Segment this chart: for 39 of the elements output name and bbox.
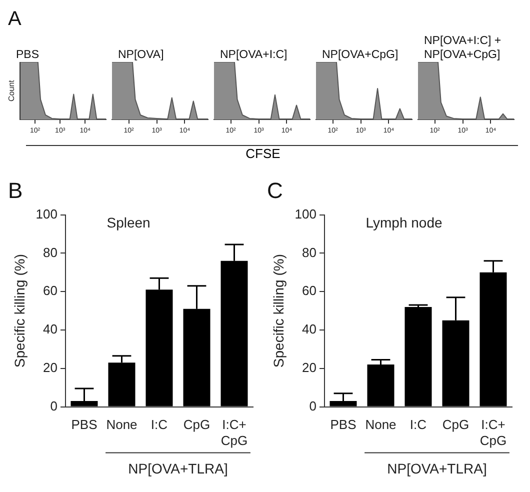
y-tick-label: 100 (294, 206, 316, 222)
bar (404, 306, 432, 406)
text: A (8, 8, 22, 30)
x-tick-label: I:C (150, 417, 168, 432)
y-tick-label: 0 (309, 398, 316, 414)
x-tick-label: I:C+ CpG (220, 417, 248, 448)
x-tick-label: None (106, 417, 138, 432)
y-tick-label: 40 (43, 322, 58, 337)
y-tick-label: 20 (43, 360, 58, 375)
chart-title: Spleen (106, 214, 150, 231)
x-tick-label: I:C (410, 417, 427, 432)
chart-title: NP[OVA+I:C] (220, 48, 288, 62)
y-tick-label: 60 (302, 283, 316, 298)
text: C (267, 178, 284, 204)
text: B (8, 178, 24, 204)
chart-title: NP[OVA] (118, 48, 164, 62)
chart-title: NP[OVA+CpG] (322, 48, 398, 62)
y-tick-label: 60 (43, 283, 58, 298)
x-tick-label: None (365, 417, 396, 432)
x-tick-label: PBS (71, 417, 98, 432)
y-tick-label: 20 (302, 360, 316, 375)
y-tick-label: 100 (36, 206, 58, 222)
y-tick-label: 40 (302, 322, 316, 337)
x-tick-label: CpG (442, 417, 470, 432)
text: NP[OVA+TLRA] (128, 460, 228, 477)
text: NP[OVA+TLRA] (387, 460, 487, 477)
y-tick-label: 80 (43, 244, 58, 260)
x-tick-label: I:C+ CpG (480, 417, 507, 448)
y-tick-label: 80 (302, 244, 316, 260)
y-axis-title: Specific killing (%) (270, 254, 286, 368)
x-axis-title: CFSE (244, 146, 282, 161)
x-tick-label: PBS (330, 417, 357, 432)
y-tick-label: 0 (50, 398, 58, 414)
y-axis-title: Specific killing (%) (11, 254, 28, 368)
chart-title: PBS (16, 48, 40, 62)
chart-title: NP[OVA+I:C] + NP[OVA+CpG] (424, 34, 502, 62)
y-axis-title: Count (7, 79, 16, 102)
x-tick-label: CpG (183, 417, 210, 432)
chart-title: Lymph node (366, 214, 442, 231)
